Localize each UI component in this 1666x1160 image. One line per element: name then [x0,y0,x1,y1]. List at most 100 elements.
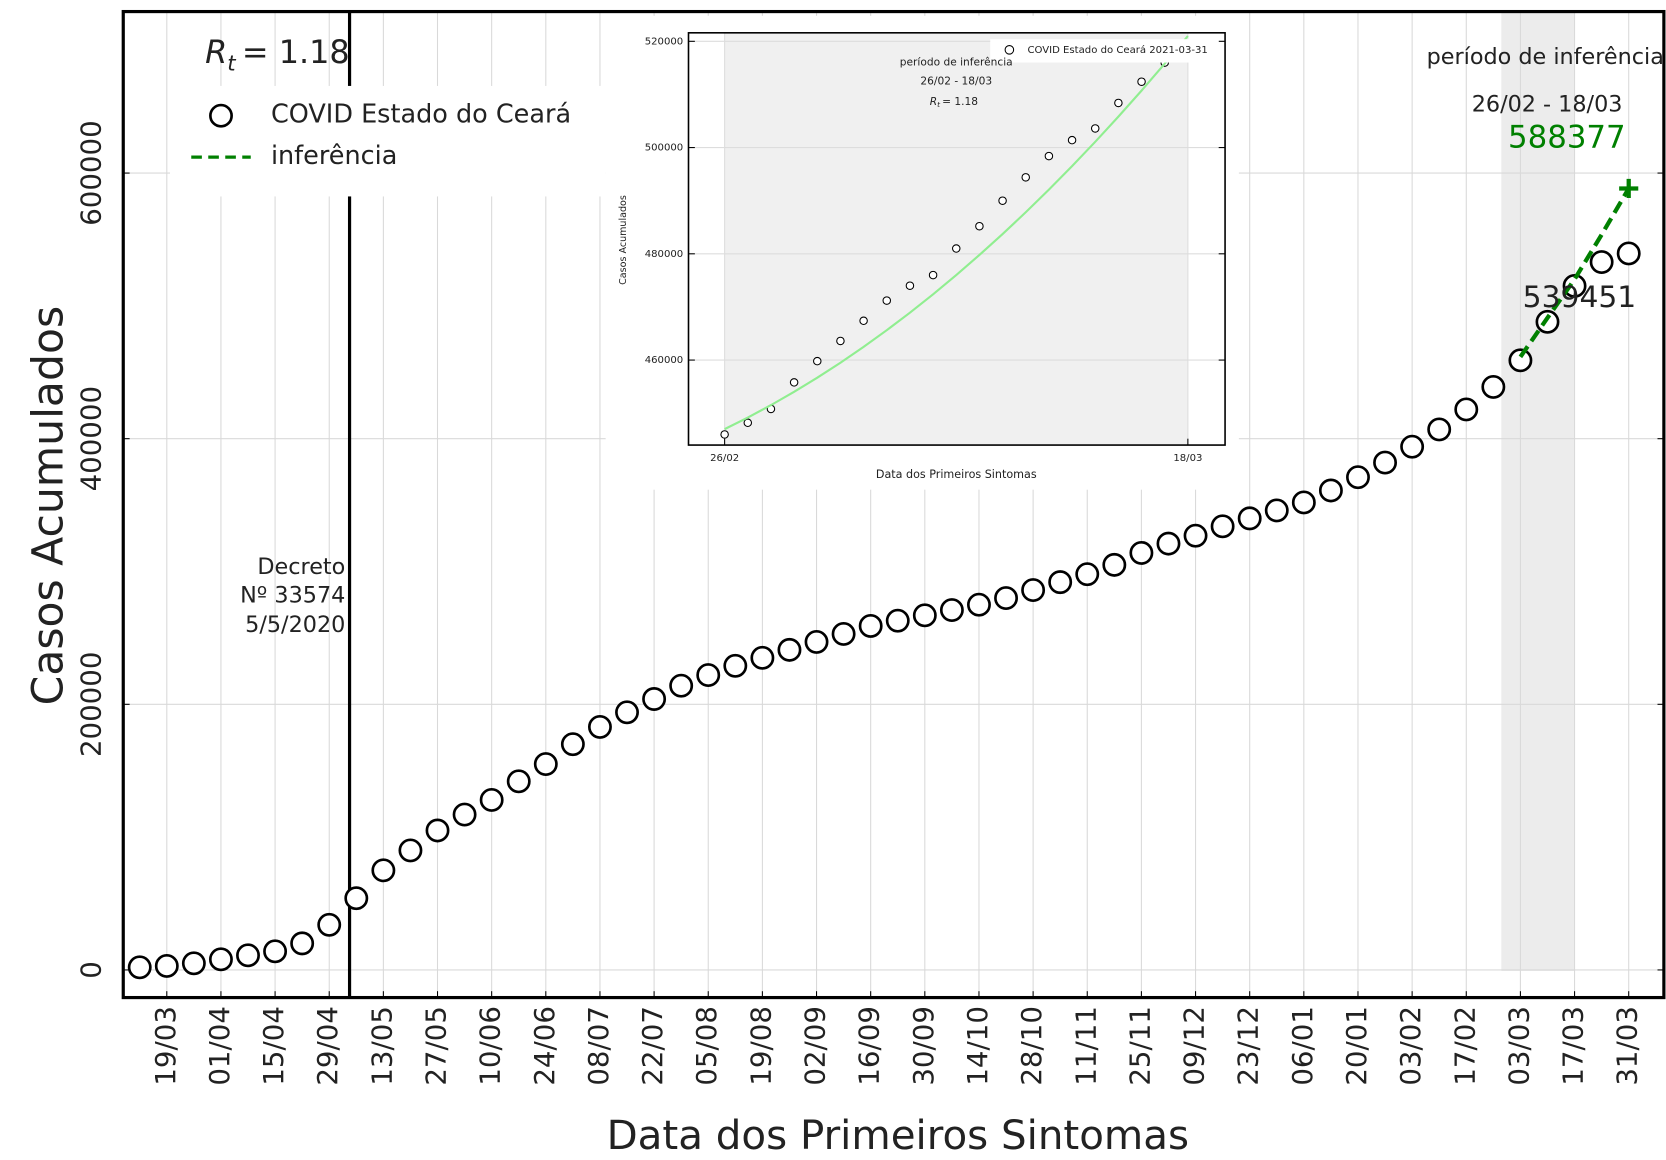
data-point [975,221,984,231]
period-range: 26/02 - 18/03 [1472,92,1623,118]
data-point [344,886,369,911]
y-tick-label: 400000 [74,386,107,491]
data-point [928,270,938,280]
x-tick-label: 27/05 [420,1006,453,1086]
data-point [642,687,667,711]
data-point [1346,465,1370,490]
data-point [1137,77,1146,86]
data-point [858,614,883,638]
x-axis-label: Data dos Primeiros Sintomas [607,1112,1189,1159]
data-point [560,732,585,757]
rt-symbol: R [205,33,227,71]
data-point [317,912,342,937]
decree-label: Nº 33574 [240,582,345,608]
x-tick-label: 18/03 [1173,453,1202,464]
data-point [1183,523,1208,548]
data-point [371,858,396,883]
data-point [669,673,694,698]
y-tick-label: 0 [74,961,107,979]
series-line [1518,187,1631,359]
inset-period-title: período de inferência [900,56,1013,69]
data-point [905,281,915,290]
x-tick-label: 25/11 [1123,1006,1156,1086]
data-point [1090,124,1100,133]
decree-label: 5/5/2020 [245,612,345,638]
data-point [1044,151,1054,161]
data-point [533,752,558,777]
data-point [506,769,531,794]
x-tick-label: 05/08 [690,1006,723,1086]
inset-background [724,32,1188,446]
x-tick-label: 17/03 [1557,1006,1590,1086]
data-point [696,663,721,688]
data-point [1237,506,1262,531]
inset-shade [724,32,1188,446]
x-tick-label: 31/03 [1611,1006,1644,1086]
x-tick-label: 03/02 [1394,1006,1427,1086]
x-tick-label: 14/10 [961,1006,994,1086]
x-tick-label: 28/10 [1015,1006,1048,1086]
data-point [1156,531,1181,556]
data-point [1400,434,1425,459]
y-tick-label: 480000 [645,249,683,260]
x-tick-label: 09/12 [1178,1006,1211,1086]
main-marks [123,172,1664,998]
data-point [1454,397,1479,422]
main-axes-frame [121,9,1666,1000]
x-tick-label: 02/09 [799,1006,832,1086]
last-value-label: 539451 [1523,280,1637,315]
data-point [777,637,802,662]
y-tick-label: 600000 [74,120,107,225]
inset-marks [688,35,1226,446]
y-axis-label: Casos Acumulados [25,306,74,705]
inset-rt-subscript: t [937,100,941,109]
rt-annotation: Rt = 1.18 [205,33,350,77]
x-tick-label: 20/01 [1340,1006,1373,1086]
data-point [127,955,152,980]
data-point [1102,552,1127,577]
x-tick-label: 08/07 [582,1006,615,1086]
data-point [859,316,868,325]
inset-legend-box [990,39,1219,63]
data-point [1589,250,1614,274]
data-point [750,645,775,670]
inset-rt: Rt = 1.18 [930,95,979,109]
data-point [1318,478,1343,503]
x-tick-label: 11/11 [1069,1006,1102,1086]
inset-rt-value: = 1.18 [942,95,978,108]
data-point [1535,309,1560,334]
data-point [885,608,910,633]
data-point [587,714,612,739]
data-point [1508,348,1533,373]
x-tick-label: 16/09 [853,1006,886,1086]
data-point [1021,578,1046,603]
data-point [952,244,961,253]
y-tick-label: 460000 [645,355,683,366]
data-point [154,954,179,978]
y-tick-label: 200000 [74,652,107,757]
data-point [1616,241,1641,266]
data-point [236,943,260,968]
inset-legend-label: COVID Estado do Ceará 2021-03-31 [1027,44,1207,56]
legend-marker [209,103,233,128]
data-point [813,356,822,366]
x-tick-label: 24/06 [528,1006,561,1086]
x-tick-label: 15/04 [257,1006,290,1086]
data-point [998,196,1007,205]
rt-value: = 1.18 [242,33,350,71]
inference-value-label: 588377 [1508,120,1626,156]
data-point [1114,98,1123,108]
x-tick-label: 03/03 [1502,1006,1535,1086]
main-background [1501,11,1575,971]
inset-y-axis-label: Casos Acumulados [618,195,629,285]
data-point [723,653,748,678]
data-point [939,598,964,622]
data-point [425,818,450,843]
data-point [615,700,639,725]
x-tick-label: 22/07 [636,1006,669,1086]
inset-axes-frame [687,32,1226,446]
data-point [912,603,937,628]
y-tick-label: 500000 [645,143,683,154]
data-point [994,586,1018,611]
